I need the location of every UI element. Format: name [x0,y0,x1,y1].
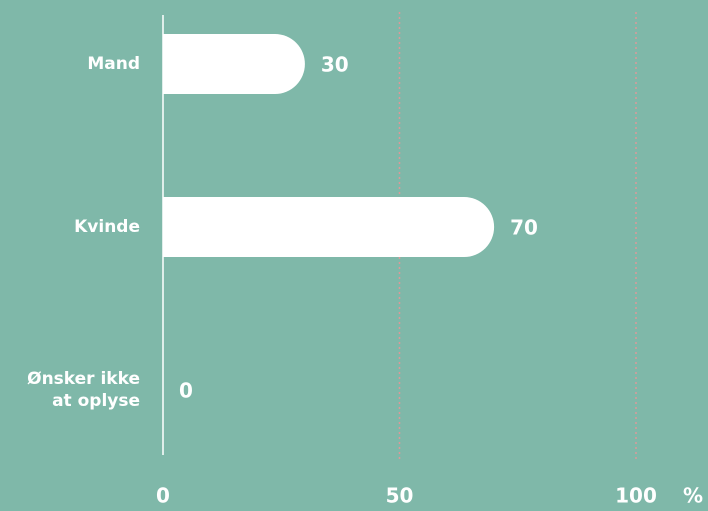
value-label: 70 [510,216,538,240]
category-label: Mand [87,54,140,74]
value-label: 0 [179,379,193,403]
category-label: Ønsker ikke at oplyse [27,369,140,411]
value-label: 30 [321,53,349,77]
x-tick-label: 100 [615,484,657,508]
bar [163,34,305,94]
bar [163,197,495,258]
x-axis-unit: % [683,484,703,508]
x-tick-label: 50 [386,484,414,508]
category-label: Kvinde [74,217,140,237]
x-tick-label: 0 [156,484,170,508]
